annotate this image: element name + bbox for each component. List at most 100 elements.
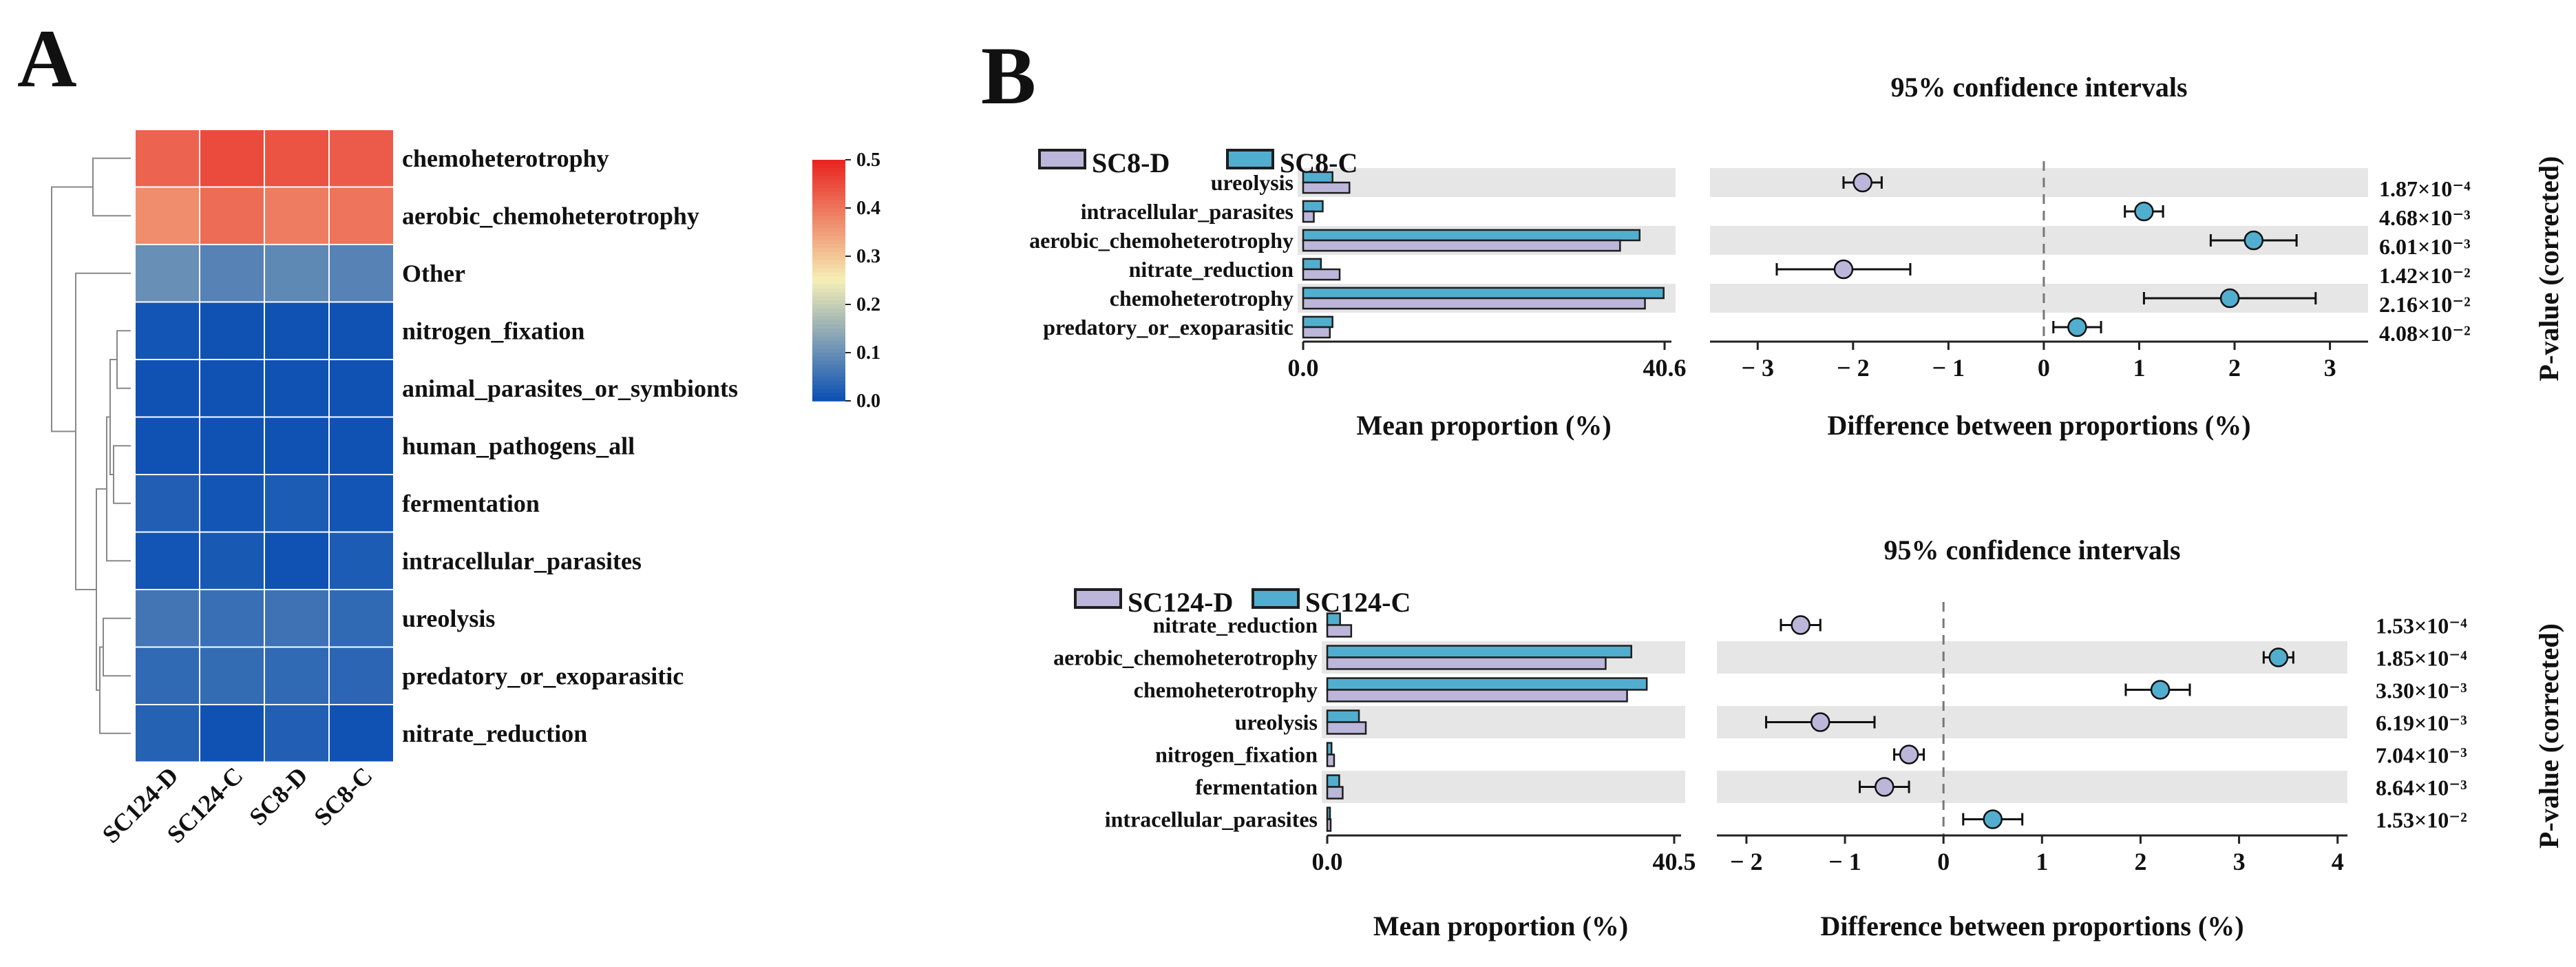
bar-SC8-D (1302, 181, 1351, 194)
heatmap-cell (134, 244, 200, 303)
heatmap-cell (134, 186, 200, 245)
colorbar-segment (812, 276, 845, 281)
dendrogram-branch (103, 617, 131, 677)
colorbar-segment (812, 280, 845, 285)
p-value: 2.16×10⁻² (2379, 292, 2471, 317)
p-value: 1.87×10⁻⁴ (2379, 176, 2471, 201)
bar-x-tick-label: 40.5 (1653, 848, 1696, 875)
colorbar-segment (812, 260, 845, 265)
dendrogram-branch (113, 445, 131, 504)
colorbar-segment (812, 232, 845, 237)
bar-SC8-D (1302, 239, 1621, 252)
colorbar-segment (812, 171, 845, 177)
ci-point (1791, 615, 1810, 635)
bar-SC8-C (1302, 229, 1641, 242)
heatmap-cell (134, 474, 200, 533)
ci-point (1983, 809, 2003, 829)
bar-SC124-C (1326, 677, 1648, 691)
heatmap-cell (199, 704, 265, 763)
p-value: 1.85×10⁻⁴ (2376, 646, 2467, 671)
bar-x-tick-label: 0.0 (1288, 354, 1319, 382)
bar-SC124-C (1326, 709, 1360, 723)
ci-panel-title: 95% confidence intervals (1890, 72, 2187, 103)
colorbar-segment (812, 292, 845, 298)
colorbar-segment (812, 296, 845, 301)
colorbar-segment (812, 349, 845, 353)
bar-SC124-D (1326, 721, 1367, 735)
colorbar-segment (812, 268, 845, 273)
heatmap-cell (264, 646, 330, 705)
colorbar-segment (812, 384, 845, 390)
bar-SC124-C (1326, 807, 1331, 820)
bar-x-axis-title: Mean proportion (%) (1356, 410, 1611, 441)
heatmap-cell (134, 646, 200, 705)
panel-label-a: A (17, 12, 77, 104)
colorbar-segment (812, 211, 845, 217)
heatmap-cell (264, 531, 330, 590)
colorbar-segment (812, 163, 845, 169)
colorbar-segment (812, 300, 845, 305)
bar-SC124-D (1326, 786, 1344, 800)
bar-SC8-C (1302, 258, 1322, 271)
colorbar-segment (812, 368, 845, 373)
colorbar-segment (812, 191, 845, 197)
ci-x-axis-title: Difference between proportions (%) (1820, 911, 2244, 942)
bar-SC124-C (1326, 774, 1340, 788)
colorbar-segment (812, 160, 845, 165)
heatmap-cell (264, 359, 330, 418)
heatmap-cell (264, 301, 330, 360)
colorbar-segment (812, 167, 845, 173)
heatmap-cell (199, 244, 265, 303)
heatmap-cell (328, 646, 394, 705)
category-label: aerobic_chemoheterotrophy (1053, 645, 1318, 670)
colorbar-segment (812, 393, 845, 397)
row-stripe (1717, 641, 2347, 674)
bar-x-tick-label: 0.0 (1312, 848, 1343, 875)
heatmap-cell (328, 301, 394, 360)
heatmap-cell (199, 129, 265, 188)
colorbar-segment (812, 224, 845, 229)
colorbar-segment (812, 228, 845, 233)
ci-point (2067, 317, 2087, 337)
category-label: chemoheterotrophy (1110, 286, 1294, 311)
heatmap-cell (134, 129, 200, 188)
heatmap-row-label: animal_parasites_or_symbionts (402, 375, 738, 402)
colorbar-segment (812, 324, 845, 329)
colorbar-segment (812, 312, 845, 318)
ci-x-tick-label: 3 (2233, 848, 2246, 875)
p-value-axis-label: P-value (corrected) (2533, 623, 2564, 849)
heatmap-cell (264, 474, 330, 533)
bar-SC8-D (1302, 268, 1341, 281)
dendrogram-branch (75, 272, 131, 590)
ci-x-tick-label: − 1 (1828, 848, 1861, 875)
heatmap-panel: chemoheterotrophy aerobic_chemoheterotrop… (51, 129, 880, 849)
colorbar-segment (812, 340, 845, 346)
colorbar-segment (812, 329, 845, 333)
extended-error-bar-plot-top: SC8-D SC8-Cureolysisintracellular_parasit… (1029, 72, 2564, 441)
ci-x-tick-label: 0 (2038, 354, 2050, 382)
ci-panel-title: 95% confidence intervals (1883, 534, 2180, 565)
heatmap-cell (199, 589, 265, 648)
p-value: 1.42×10⁻² (2379, 263, 2471, 288)
colorbar-segment (812, 353, 845, 357)
bar-SC8-C (1302, 171, 1333, 184)
bar-x-tick-label: 40.6 (1643, 354, 1687, 382)
colorbar-segment (812, 397, 845, 402)
colorbar-tick-label: 0.5 (856, 149, 880, 171)
heatmap-cell (328, 589, 394, 648)
heatmap-cell (328, 244, 394, 303)
category-label: chemoheterotrophy (1134, 678, 1318, 703)
ci-x-tick-label: 2 (2134, 848, 2146, 875)
row-stripe (1717, 771, 2347, 803)
ci-x-tick-label: − 2 (1837, 354, 1870, 382)
colorbar-segment (812, 180, 845, 185)
bar-SC8-C (1302, 287, 1665, 300)
heatmap-row-label: aerobic_chemoheterotrophy (402, 202, 699, 229)
colorbar-segment (812, 200, 845, 205)
ci-x-tick-label: − 1 (1932, 354, 1965, 382)
bar-SC8-D (1302, 297, 1646, 310)
heatmap-row-label: human_pathogens_all (402, 432, 635, 459)
colorbar-segment (812, 184, 845, 189)
colorbar-segment (812, 373, 845, 377)
bar-SC124-D (1326, 624, 1353, 638)
